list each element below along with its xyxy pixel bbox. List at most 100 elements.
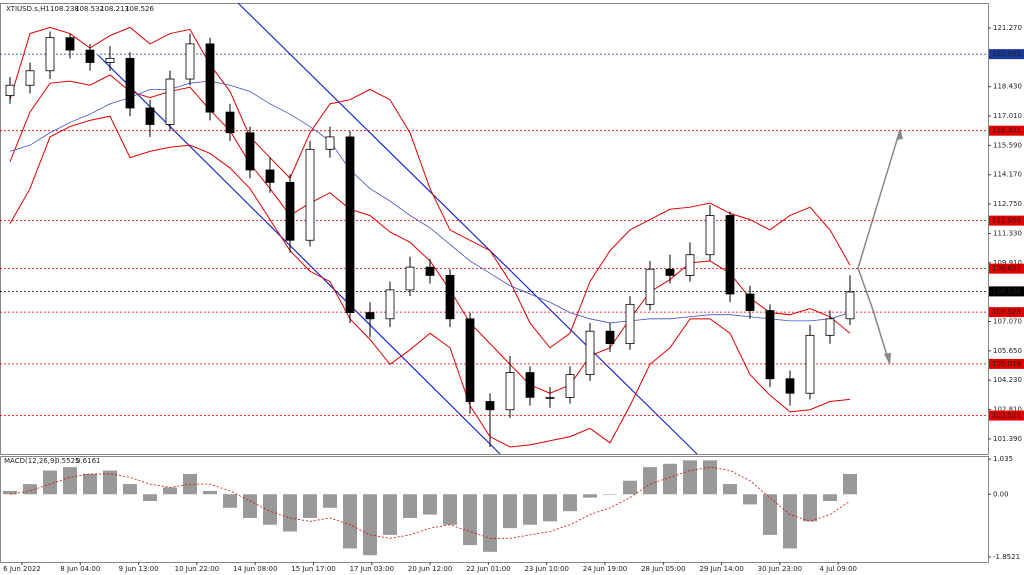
projection-arrow	[857, 129, 901, 269]
y-tick-label: 105.650	[993, 347, 1022, 355]
macd-bar	[103, 470, 117, 495]
x-tick-label: 6 Jun 2022	[3, 565, 41, 573]
macd-bar	[643, 467, 657, 495]
macd-bar	[543, 494, 557, 522]
macd-bar	[683, 460, 697, 495]
candle-body	[685, 254, 695, 276]
level-box	[989, 49, 1024, 60]
candle-body	[25, 70, 35, 86]
level-label: 109.627	[992, 265, 1021, 273]
y-tick-label: 114.170	[993, 171, 1022, 179]
candle-body	[105, 57, 115, 63]
candle-body	[225, 111, 235, 134]
candle-body	[65, 37, 75, 51]
y-tick-label: 117.010	[993, 112, 1022, 120]
macd-bar	[123, 484, 137, 495]
macd-bar	[23, 484, 37, 495]
macd-bar	[203, 490, 217, 495]
macd-bar	[563, 494, 577, 512]
ohlc: 108.238	[50, 5, 79, 13]
arrow-head	[884, 353, 891, 365]
macd-bar	[283, 494, 297, 532]
x-tick-label: 17 Jun 03:00	[350, 565, 394, 573]
level-box	[989, 263, 1024, 274]
level-box	[989, 358, 1024, 369]
candle-body	[425, 266, 435, 276]
candle-body	[525, 372, 535, 398]
candle-body	[385, 289, 395, 320]
candle-body	[665, 268, 675, 276]
candle-body	[845, 291, 855, 320]
x-tick-label: 8 Jun 04:00	[60, 565, 100, 573]
macd-bar	[583, 494, 597, 498]
main-frame	[0, 3, 989, 455]
macd-bar	[763, 494, 777, 535]
macd-bar	[303, 494, 317, 518]
candle-body	[405, 266, 415, 291]
candle-body	[205, 43, 215, 113]
candle-body	[85, 49, 95, 63]
macd-bar	[603, 494, 617, 495]
x-tick-label: 15 Jun 17:00	[291, 565, 335, 573]
macd-bar	[3, 490, 17, 495]
y-tick-label: 109.910	[993, 259, 1022, 267]
channel-line	[97, 54, 501, 455]
projection-arrow	[857, 267, 890, 363]
y-tick-label: 102.810	[993, 406, 1022, 414]
candle-body	[325, 136, 335, 150]
macd-bar	[743, 494, 757, 505]
macd-bar	[703, 460, 717, 495]
level-label: 102.521	[992, 412, 1021, 420]
macd-bar	[783, 494, 797, 549]
ohlc: 108.526	[125, 5, 154, 13]
level-label: 111.950	[992, 217, 1021, 225]
candle-body	[785, 378, 795, 394]
y-tick-label: 104.230	[993, 376, 1022, 384]
symbol: XTIUSD.s,H1	[6, 5, 50, 13]
ohlc: 108.213	[100, 5, 129, 13]
macd-bar	[363, 494, 377, 556]
indicator-line	[9, 26, 851, 349]
y-tick-label: 121.270	[993, 24, 1022, 32]
level-box	[989, 410, 1024, 421]
x-tick-label: 28 Jun 05:00	[641, 565, 685, 573]
macd-tick-label: -1.8521	[993, 553, 1020, 561]
indicator-line	[9, 115, 851, 448]
macd-bar	[463, 494, 477, 546]
candle-body	[505, 372, 515, 411]
macd-tick-label: 1.035	[993, 455, 1013, 463]
macd-bar	[483, 494, 497, 552]
macd-bar	[163, 487, 177, 495]
candle-body	[465, 318, 475, 402]
level-label: 120.005	[992, 50, 1021, 58]
macd-bar	[263, 494, 277, 525]
macd-bar	[83, 473, 97, 495]
macd-bar	[223, 494, 237, 508]
candle-body	[725, 215, 735, 295]
candle-body	[805, 334, 815, 394]
macd-bar	[723, 484, 737, 495]
y-tick-label: 101.390	[993, 435, 1022, 443]
macd-bar	[403, 494, 417, 518]
macd-value: 0.5525	[55, 457, 80, 465]
macd-bar	[383, 494, 397, 535]
candle-body	[345, 136, 355, 314]
candle-body	[485, 401, 495, 411]
channel-line	[237, 2, 698, 455]
y-tick-label: 107.070	[993, 318, 1022, 326]
macd-bar	[323, 494, 337, 508]
y-tick-label: 112.750	[993, 200, 1022, 208]
candle-body	[285, 181, 295, 241]
macd-signal	[9, 466, 851, 539]
ohlc: 108.532	[75, 5, 104, 13]
macd-bar	[623, 480, 637, 495]
x-tick-label: 22 Jun 01:00	[466, 565, 510, 573]
candle-body	[585, 330, 595, 376]
level-label: 116.301	[992, 127, 1021, 135]
macd-bar	[143, 494, 157, 502]
candle-body	[305, 148, 315, 241]
candle-body	[45, 37, 55, 72]
candle-body	[545, 396, 555, 399]
